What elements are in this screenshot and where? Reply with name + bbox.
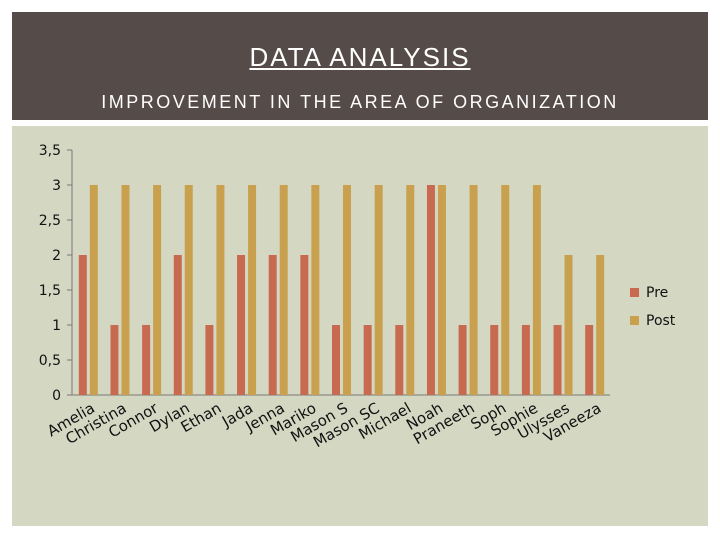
bar-pre-mariko (300, 255, 309, 395)
y-tick-label: 3 (52, 178, 61, 194)
bar-post-soph (501, 185, 510, 395)
bar-pre-ulysses (553, 325, 562, 395)
bar-pre-connor (142, 325, 151, 395)
y-tick-label: 2 (52, 248, 61, 264)
slide-title: DATA ANALYSIS (249, 42, 471, 72)
bar-pre-jenna (268, 255, 277, 395)
y-tick-label: 0,5 (39, 353, 61, 369)
y-tick-label: 1,5 (39, 283, 61, 299)
bar-pre-amelia (78, 255, 87, 395)
legend-swatch-pre (630, 288, 639, 297)
bar-pre-praneeth (458, 325, 467, 395)
slide-header: DATA ANALYSIS IMPROVEMENT IN THE AREA OF… (12, 12, 708, 120)
bar-post-christina (121, 185, 130, 395)
bar-pre-dylan (173, 255, 182, 395)
bar-pre-sophie (521, 325, 530, 395)
bar-pre-jada (237, 255, 246, 395)
legend-swatch-post (630, 316, 639, 325)
slide-subtitle: IMPROVEMENT IN THE AREA OF ORGANIZATION (101, 92, 619, 112)
bar-post-jada (248, 185, 257, 395)
bar-post-mason-s (343, 185, 351, 395)
y-tick-label: 0 (52, 388, 61, 404)
bar-post-connor (153, 185, 162, 395)
bar-pre-michael (395, 325, 404, 395)
bar-post-mariko (311, 185, 320, 395)
legend-label-post: Post (646, 313, 676, 329)
bar-pre-vaneeza (585, 325, 594, 395)
bar-post-mason-sc (374, 185, 383, 395)
bar-post-praneeth (469, 185, 478, 395)
bar-post-noah (437, 185, 446, 395)
bar-pre-ethan (205, 325, 214, 395)
bar-post-vaneeza (596, 255, 605, 395)
bar-post-ethan (216, 185, 225, 395)
bar-pre-noah (426, 185, 435, 395)
legend-label-pre: Pre (646, 285, 668, 301)
y-tick-label: 2,5 (39, 213, 61, 229)
bar-pre-christina (110, 325, 119, 395)
bar-post-ulysses (564, 255, 573, 395)
bar-post-michael (406, 185, 415, 395)
bar-pre-soph (490, 325, 499, 395)
bar-pre-mason-s (332, 325, 340, 395)
bar-pre-mason-sc (363, 325, 372, 395)
bar-post-dylan (184, 185, 193, 395)
bar-post-jenna (279, 185, 288, 395)
y-tick-label: 1 (52, 318, 61, 334)
bar-post-amelia (89, 185, 98, 395)
y-tick-label: 3,5 (39, 143, 61, 159)
bar-post-sophie (532, 185, 541, 395)
